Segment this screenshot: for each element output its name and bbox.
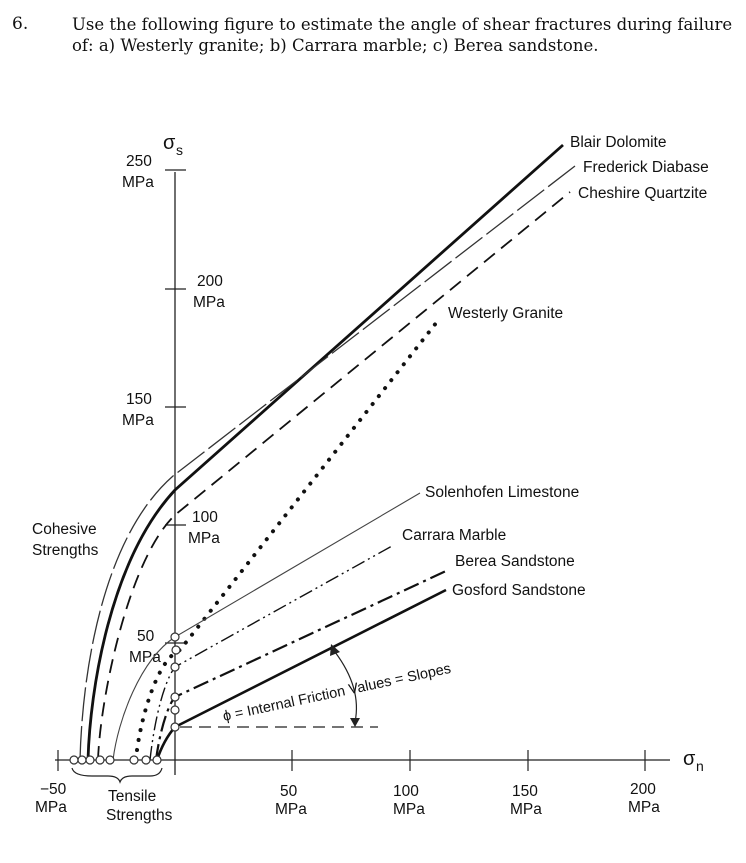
tensile-point-1: [69, 755, 79, 765]
label-frederick-diabase: Frederick Diabase: [583, 159, 709, 176]
x-axis-subscript: n: [696, 758, 704, 774]
cohesion-point-extra: [170, 705, 180, 715]
y-axis-subscript: s: [176, 142, 183, 158]
x-label-neg50: −50: [40, 781, 67, 798]
x-label-200-unit: MPa: [628, 799, 660, 816]
label-westerly-granite: Westerly Granite: [448, 305, 563, 322]
tensile-point-8: [152, 755, 162, 765]
x-label-200: 200: [630, 781, 656, 798]
tensile-brace: [71, 767, 163, 784]
y-label-150: 150: [126, 391, 152, 408]
y-label-100: 100: [192, 509, 218, 526]
label-blair-dolomite: Blair Dolomite: [570, 134, 666, 151]
y-label-50: 50: [137, 628, 155, 645]
tensile-point-7: [141, 755, 151, 765]
tensile-point-6: [129, 755, 139, 765]
y-label-100-unit: MPa: [188, 530, 220, 547]
curve-frederick-diabase: [79, 165, 576, 761]
y-label-200-unit: MPa: [193, 294, 225, 311]
tensile-point-2: [77, 755, 87, 765]
cohesion-point-westerly: [171, 645, 181, 655]
label-gosford-sandstone: Gosford Sandstone: [452, 582, 586, 599]
x-label-150-unit: MPa: [510, 801, 542, 818]
tensile-point-3: [85, 755, 95, 765]
x-axis-symbol: σ: [683, 748, 696, 770]
label-solenhofen-limestone: Solenhofen Limestone: [425, 484, 579, 501]
y-label-250: 250: [126, 153, 152, 170]
friction-arrow-top: [330, 644, 340, 656]
curve-blair-dolomite: [86, 143, 564, 761]
label-cheshire-quartzite: Cheshire Quartzite: [578, 185, 707, 202]
tensile-point-4: [95, 755, 105, 765]
curve-carrara-marble: [149, 545, 393, 761]
friction-arrow-bottom: [350, 718, 360, 727]
curve-westerly-granite: [134, 316, 442, 762]
curve-cheshire-quartzite: [97, 191, 571, 761]
y-label-150-unit: MPa: [122, 412, 154, 429]
x-label-50-unit: MPa: [275, 801, 307, 818]
tensile-point-5: [105, 755, 115, 765]
y-label-50-unit: MPa: [129, 649, 161, 666]
y-label-250-unit: MPa: [122, 174, 154, 191]
question-text: Use the following figure to estimate the…: [72, 15, 733, 55]
x-label-100: 100: [393, 783, 419, 800]
question-number: 6.: [12, 14, 29, 34]
x-label-100-unit: MPa: [393, 801, 425, 818]
cohesion-point-gosford: [170, 722, 180, 732]
cohesion-point-carrara: [170, 662, 180, 672]
label-carrara-marble: Carrara Marble: [402, 527, 506, 544]
y-axis-symbol: σ: [163, 132, 176, 154]
x-label-neg50-unit: MPa: [35, 799, 67, 816]
label-berea-sandstone: Berea Sandstone: [455, 553, 575, 570]
cohesive-label-2: Strengths: [32, 542, 99, 559]
x-label-50: 50: [280, 783, 298, 800]
cohesion-point-solenhofen: [170, 632, 180, 642]
curve-solenhofen-limestone: [112, 492, 421, 761]
friction-label: ϕ = Internal Friction Values = Slopes: [222, 661, 453, 725]
cohesion-point-berea: [170, 692, 180, 702]
tensile-label-1: Tensile: [108, 788, 156, 805]
y-label-200: 200: [197, 273, 223, 290]
cohesive-label-1: Cohesive: [32, 521, 97, 538]
tensile-label-2: Strengths: [106, 807, 173, 824]
x-label-150: 150: [512, 783, 538, 800]
curve-berea-sandstone: [154, 570, 447, 761]
friction-angle-arc: [334, 651, 358, 723]
